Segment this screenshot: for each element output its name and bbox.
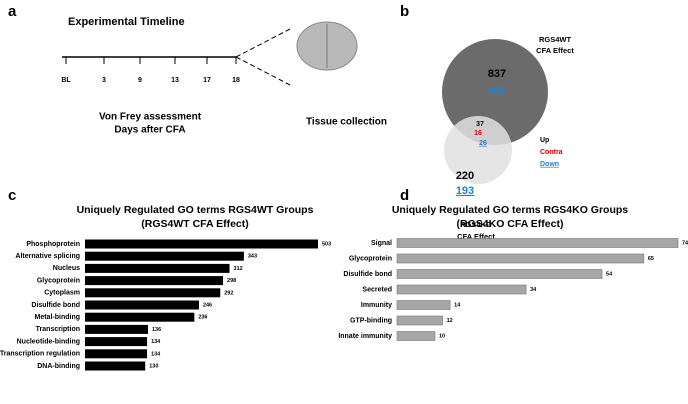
y-tick-label: Cytoplasm bbox=[44, 290, 80, 297]
y-tick-label: Disulfide bond bbox=[343, 271, 392, 278]
venn-legend: Down bbox=[540, 161, 559, 168]
timeline-tick-label: 13 bbox=[171, 77, 179, 84]
bar bbox=[396, 331, 436, 341]
y-tick-label: Disulfide bond bbox=[31, 302, 80, 309]
wt-label: RGS4WT bbox=[539, 35, 572, 44]
chart-title: Uniquely Regulated GO terms RGS4WT Group… bbox=[77, 204, 314, 216]
tissue-label: Tissue collection bbox=[306, 117, 387, 128]
timeline-title: Experimental Timeline bbox=[68, 16, 185, 28]
value-label: 343 bbox=[248, 254, 257, 260]
y-tick-label: Phosphoprotein bbox=[26, 241, 80, 248]
y-tick-label: Immunity bbox=[361, 302, 392, 309]
timeline-tick-label: 9 bbox=[138, 77, 142, 84]
value-label: 136 bbox=[152, 327, 161, 333]
y-tick-label: Glycoprotein bbox=[349, 255, 392, 262]
y-tick-label: Transcription regulation bbox=[0, 351, 80, 358]
y-tick-label: Secreted bbox=[362, 286, 392, 293]
value-label: 12 bbox=[447, 318, 453, 324]
value-label: 130 bbox=[149, 363, 158, 369]
bar bbox=[85, 239, 318, 249]
chart-title: (RGS4KO CFA Effect) bbox=[457, 218, 564, 230]
bar bbox=[396, 269, 603, 279]
bar bbox=[396, 284, 527, 295]
chart-title: (RGS4WT CFA Effect) bbox=[141, 218, 249, 230]
chart-title: Uniquely Regulated GO terms RGS4KO Group… bbox=[392, 204, 628, 216]
bar bbox=[396, 238, 679, 248]
venn-legend: Up bbox=[540, 137, 549, 144]
value-label: 134 bbox=[151, 351, 161, 357]
y-tick-label: Glycoprotein bbox=[37, 277, 80, 284]
bar bbox=[396, 315, 443, 326]
value-label: 312 bbox=[234, 266, 243, 272]
wt-down: 926 bbox=[488, 85, 506, 97]
overlap-up: 37 bbox=[476, 121, 484, 128]
y-tick-label: Transcription bbox=[36, 326, 80, 333]
value-label: 54 bbox=[606, 271, 613, 277]
y-tick-label: Alternative splicing bbox=[15, 253, 80, 260]
y-tick-label: Metal-binding bbox=[35, 314, 81, 321]
bar bbox=[85, 324, 148, 334]
timeline-caption: Days after CFA bbox=[114, 125, 185, 136]
timeline-tick-label: 3 bbox=[102, 77, 106, 84]
dash-line bbox=[235, 56, 293, 87]
y-tick-label: Signal bbox=[371, 240, 392, 247]
timeline-tick-label: BL bbox=[61, 77, 71, 84]
value-label: 14 bbox=[454, 302, 461, 308]
bar bbox=[85, 337, 148, 347]
y-tick-label: DNA-binding bbox=[37, 363, 80, 370]
wt-label: CFA Effect bbox=[536, 46, 574, 55]
value-label: 10 bbox=[439, 333, 445, 339]
value-label: 65 bbox=[648, 256, 654, 262]
ko-label: CFA Effect bbox=[457, 232, 495, 241]
bar bbox=[85, 251, 244, 261]
dash-line bbox=[235, 27, 293, 58]
timeline-caption: Von Frey assessment bbox=[99, 112, 202, 123]
bar bbox=[85, 349, 148, 359]
value-label: 298 bbox=[227, 278, 236, 284]
value-label: 246 bbox=[203, 302, 212, 308]
value-label: 74 bbox=[682, 240, 688, 246]
venn-legend: Contra bbox=[540, 149, 563, 156]
overlap-down: 26 bbox=[479, 140, 487, 147]
bar bbox=[85, 300, 199, 310]
bar bbox=[396, 300, 451, 310]
overlap-contra: 16 bbox=[474, 130, 482, 137]
ko-label: RGS4KO bbox=[460, 220, 492, 229]
y-tick-label: Nucleus bbox=[53, 265, 80, 272]
bar bbox=[85, 276, 224, 286]
bar bbox=[396, 253, 645, 264]
value-label: 134 bbox=[151, 339, 161, 345]
y-tick-label: GTP-binding bbox=[350, 317, 392, 324]
timeline-tick-label: 17 bbox=[203, 77, 211, 84]
bar bbox=[85, 263, 230, 273]
wt-up: 837 bbox=[488, 68, 506, 80]
value-label: 503 bbox=[322, 241, 331, 247]
ko-down: 193 bbox=[456, 185, 474, 197]
value-label: 236 bbox=[198, 315, 207, 321]
bar bbox=[85, 361, 146, 371]
bar bbox=[85, 288, 221, 298]
panel-label: c bbox=[8, 187, 16, 204]
panel-label: b bbox=[400, 3, 409, 20]
value-label: 292 bbox=[224, 290, 233, 296]
y-tick-label: Innate immunity bbox=[338, 333, 392, 340]
bar bbox=[85, 312, 195, 322]
venn-ko bbox=[444, 116, 512, 184]
y-tick-label: Nucleotide-binding bbox=[17, 338, 80, 345]
ko-up: 220 bbox=[456, 170, 474, 182]
timeline-tick-label: 18 bbox=[232, 77, 240, 84]
panel-label: d bbox=[400, 187, 409, 204]
panel-label: a bbox=[8, 3, 17, 20]
value-label: 34 bbox=[530, 287, 537, 293]
